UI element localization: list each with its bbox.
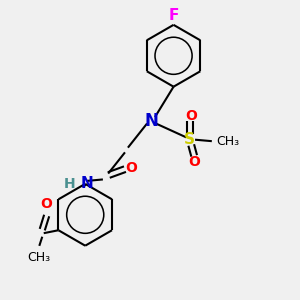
Text: S: S <box>184 132 195 147</box>
Text: O: O <box>185 109 197 122</box>
Text: N: N <box>145 112 158 130</box>
Text: CH₃: CH₃ <box>216 135 239 148</box>
Text: O: O <box>41 197 52 211</box>
Text: F: F <box>168 8 179 22</box>
Text: N: N <box>81 176 94 191</box>
Text: O: O <box>125 161 137 175</box>
Text: CH₃: CH₃ <box>28 251 51 264</box>
Text: H: H <box>64 177 76 191</box>
Text: O: O <box>188 155 200 169</box>
